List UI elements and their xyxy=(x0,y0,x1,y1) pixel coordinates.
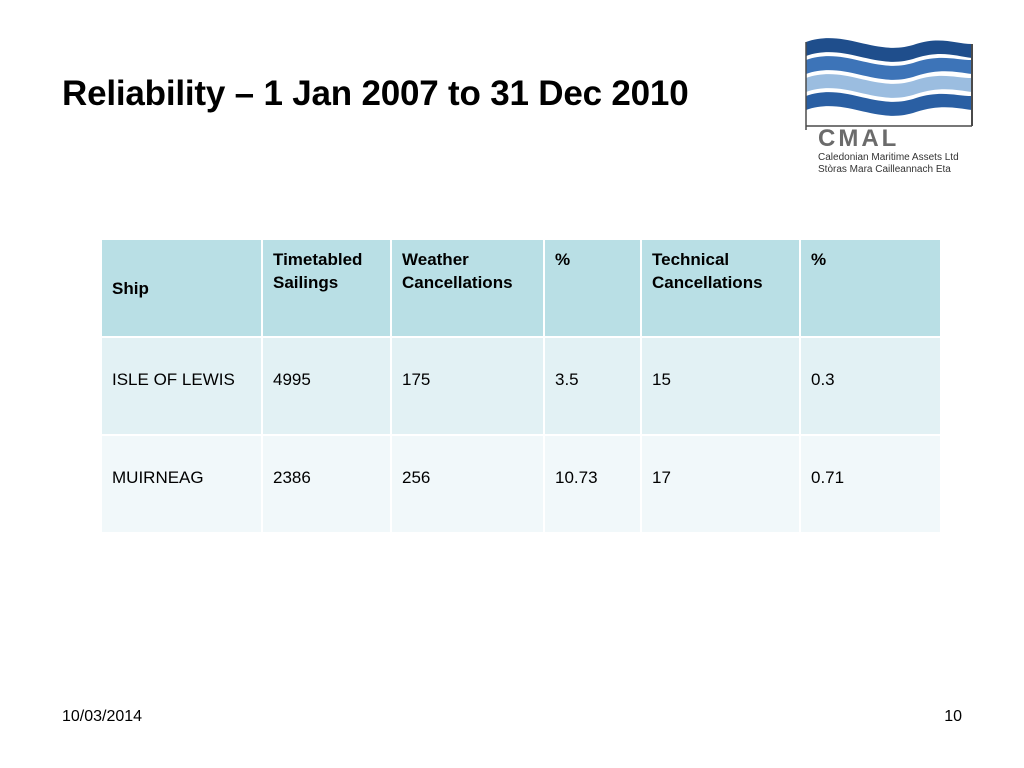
cell-ship: ISLE OF LEWIS xyxy=(100,336,263,436)
cmal-logo: CMAL Caledonian Maritime Assets Ltd Stòr… xyxy=(776,30,988,186)
cell-technical-cancellations: 17 xyxy=(640,434,801,534)
table-row: ISLE OF LEWIS 4995 175 3.5 15 0.3 xyxy=(100,336,942,436)
cell-weather-cancellations: 175 xyxy=(390,336,545,436)
wave-logo-icon xyxy=(805,38,973,130)
cell-weather-cancellations: 256 xyxy=(390,434,545,534)
header-row: Ship Timetabled Sailings Weather Cancell… xyxy=(100,238,942,338)
header-timetabled-sailings: Timetabled Sailings xyxy=(261,238,392,338)
header-weather-cancellations: Weather Cancellations xyxy=(390,238,545,338)
cell-weather-percent: 10.73 xyxy=(543,434,642,534)
footer-date: 10/03/2014 xyxy=(62,708,143,725)
header-weather-percent: % xyxy=(543,238,642,338)
cell-timetabled-sailings: 4995 xyxy=(261,336,392,436)
reliability-table: Ship Timetabled Sailings Weather Cancell… xyxy=(100,238,942,534)
logo-name: CMAL xyxy=(818,125,900,152)
logo-subtitle-english: Caledonian Maritime Assets Ltd xyxy=(818,152,959,163)
logo-subtitle-gaelic: Stòras Mara Cailleannach Eta xyxy=(818,164,951,175)
logo-text: CMAL Caledonian Maritime Assets Ltd Stòr… xyxy=(818,126,959,176)
cell-technical-percent: 0.71 xyxy=(799,434,942,534)
header-technical-percent: % xyxy=(799,238,942,338)
table-row: MUIRNEAG 2386 256 10.73 17 0.71 xyxy=(100,434,942,534)
cell-technical-cancellations: 15 xyxy=(640,336,801,436)
cell-ship: MUIRNEAG xyxy=(100,434,263,534)
cell-weather-percent: 3.5 xyxy=(543,336,642,436)
header-ship: Ship xyxy=(100,238,263,338)
cell-timetabled-sailings: 2386 xyxy=(261,434,392,534)
header-technical-cancellations: Technical Cancellations xyxy=(640,238,801,338)
slide-title: Reliability – 1 Jan 2007 to 31 Dec 2010 xyxy=(62,74,689,113)
cell-technical-percent: 0.3 xyxy=(799,336,942,436)
page-number: 10 xyxy=(944,708,962,725)
